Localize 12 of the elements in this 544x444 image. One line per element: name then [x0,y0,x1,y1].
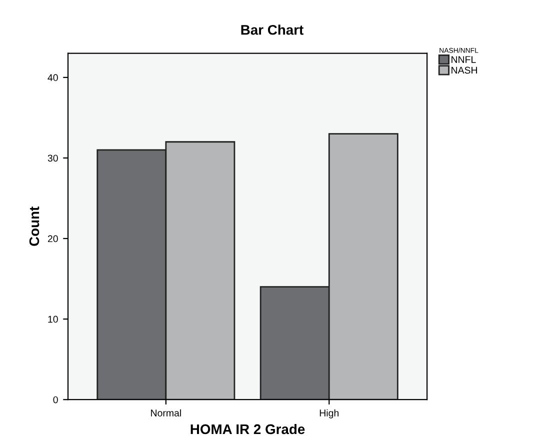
legend-label: NASH [452,66,477,74]
x-tick-label: High [320,409,338,418]
chart-title: Bar Chart [241,24,304,35]
y-tick-label: 20 [48,235,58,242]
y-tick-label: 40 [48,74,58,82]
x-tick-label: Normal [151,409,181,416]
legend-label: NNFL [452,56,476,63]
y-tick-label: 0 [53,396,58,404]
y-tick-label: 30 [48,154,58,162]
y-tick-label: 10 [48,316,58,323]
x-axis-title: HOMA IR 2 Grade [190,424,305,434]
y-axis-title: Count [29,206,40,246]
